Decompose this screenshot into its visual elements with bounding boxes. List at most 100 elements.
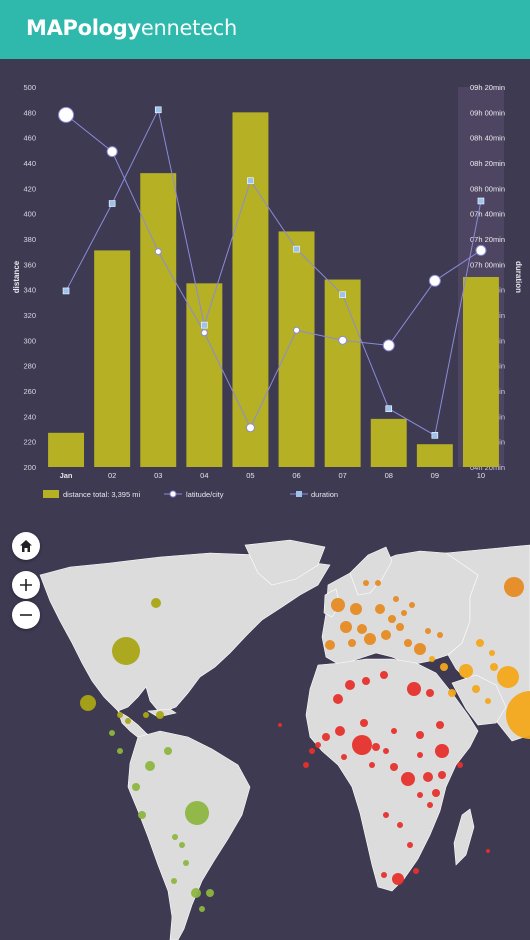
bar-05[interactable]	[232, 112, 269, 468]
map-bubble[interactable]	[383, 748, 389, 754]
map-bubble[interactable]	[117, 712, 123, 718]
map-bubble[interactable]	[340, 621, 352, 633]
map-bubble[interactable]	[417, 792, 423, 798]
map-bubble[interactable]	[459, 664, 473, 678]
map-bubble[interactable]	[472, 685, 480, 693]
duration-point[interactable]	[431, 432, 439, 439]
zoom-out-button[interactable]	[12, 601, 40, 629]
map-bubble[interactable]	[341, 754, 347, 760]
map-bubble[interactable]	[303, 762, 309, 768]
map-bubble[interactable]	[432, 789, 440, 797]
map-bubble[interactable]	[390, 763, 398, 771]
map-bubble[interactable]	[315, 742, 321, 748]
map-bubble[interactable]	[397, 822, 403, 828]
map-bubble[interactable]	[381, 630, 391, 640]
map-bubble[interactable]	[348, 639, 356, 647]
world-map[interactable]	[0, 525, 530, 940]
latitude-point[interactable]	[382, 339, 395, 352]
map-bubble[interactable]	[132, 783, 140, 791]
bar-03[interactable]	[140, 173, 177, 467]
bar-04[interactable]	[186, 283, 223, 467]
map-bubble[interactable]	[156, 711, 164, 719]
latitude-point[interactable]	[293, 326, 301, 334]
latitude-point[interactable]	[245, 423, 255, 433]
duration-point[interactable]	[108, 200, 116, 207]
map-bubble[interactable]	[417, 752, 423, 758]
map-bubble[interactable]	[350, 603, 362, 615]
map-bubble[interactable]	[172, 834, 178, 840]
map-bubble[interactable]	[325, 640, 335, 650]
duration-point[interactable]	[293, 245, 300, 253]
map-bubble[interactable]	[426, 689, 434, 697]
map-bubble[interactable]	[333, 694, 343, 704]
map-bubble[interactable]	[416, 731, 424, 739]
map-home-button[interactable]	[12, 532, 40, 560]
bar-08[interactable]	[370, 418, 407, 467]
map-bubble[interactable]	[335, 726, 345, 736]
bar-07[interactable]	[324, 279, 361, 467]
map-bubble[interactable]	[331, 598, 345, 612]
bar-06[interactable]	[278, 231, 315, 467]
duration-point[interactable]	[154, 106, 162, 114]
map-bubble[interactable]	[392, 873, 404, 885]
map-bubble[interactable]	[485, 698, 491, 704]
map-bubble[interactable]	[427, 802, 433, 808]
map-bubble[interactable]	[381, 872, 387, 878]
map-bubble[interactable]	[364, 633, 376, 645]
map-bubble[interactable]	[401, 772, 415, 786]
map-bubble[interactable]	[372, 743, 380, 751]
map-bubble[interactable]	[360, 719, 368, 727]
map-bubble[interactable]	[117, 748, 123, 754]
map-bubble[interactable]	[363, 580, 369, 586]
map-bubble[interactable]	[357, 624, 367, 634]
map-bubble[interactable]	[497, 666, 519, 688]
map-bubble[interactable]	[504, 577, 524, 597]
map-bubble[interactable]	[457, 762, 463, 768]
map-bubble[interactable]	[414, 643, 426, 655]
bar-02[interactable]	[94, 250, 131, 467]
latitude-point[interactable]	[106, 146, 118, 158]
map-bubble[interactable]	[391, 728, 397, 734]
latitude-point[interactable]	[475, 244, 487, 256]
map-bubble[interactable]	[145, 761, 155, 771]
bar-10[interactable]	[462, 277, 499, 467]
map-bubble[interactable]	[309, 748, 315, 754]
latitude-point[interactable]	[428, 274, 441, 287]
map-bubble[interactable]	[322, 733, 330, 741]
map-bubble[interactable]	[409, 602, 415, 608]
map-bubble[interactable]	[489, 650, 495, 656]
map-bubble[interactable]	[362, 677, 370, 685]
latitude-point[interactable]	[338, 335, 348, 345]
map-bubble[interactable]	[185, 801, 209, 825]
map-bubble[interactable]	[112, 637, 140, 665]
map-bubble[interactable]	[437, 632, 443, 638]
map-bubble[interactable]	[436, 721, 444, 729]
map-bubble[interactable]	[345, 680, 355, 690]
map-bubble[interactable]	[506, 691, 530, 739]
bar-09[interactable]	[416, 444, 453, 467]
map-bubble[interactable]	[393, 596, 399, 602]
map-bubble[interactable]	[375, 604, 385, 614]
map-bubble[interactable]	[490, 663, 498, 671]
latitude-point[interactable]	[200, 329, 208, 337]
map-bubble[interactable]	[413, 868, 419, 874]
map-bubble[interactable]	[435, 744, 449, 758]
latitude-point[interactable]	[58, 106, 75, 123]
map-bubble[interactable]	[448, 689, 456, 697]
map-bubble[interactable]	[125, 718, 131, 724]
duration-point[interactable]	[477, 197, 485, 205]
latitude-point[interactable]	[154, 248, 162, 256]
map-bubble[interactable]	[423, 772, 433, 782]
map-canvas[interactable]	[0, 525, 530, 940]
map-bubble[interactable]	[171, 878, 177, 884]
map-bubble[interactable]	[380, 671, 388, 679]
map-bubble[interactable]	[151, 598, 161, 608]
duration-point[interactable]	[339, 291, 346, 299]
map-bubble[interactable]	[383, 812, 389, 818]
map-bubble[interactable]	[425, 628, 431, 634]
map-bubble[interactable]	[80, 695, 96, 711]
map-bubble[interactable]	[183, 860, 189, 866]
map-bubble[interactable]	[476, 639, 484, 647]
map-bubble[interactable]	[396, 623, 404, 631]
map-bubble[interactable]	[407, 682, 421, 696]
